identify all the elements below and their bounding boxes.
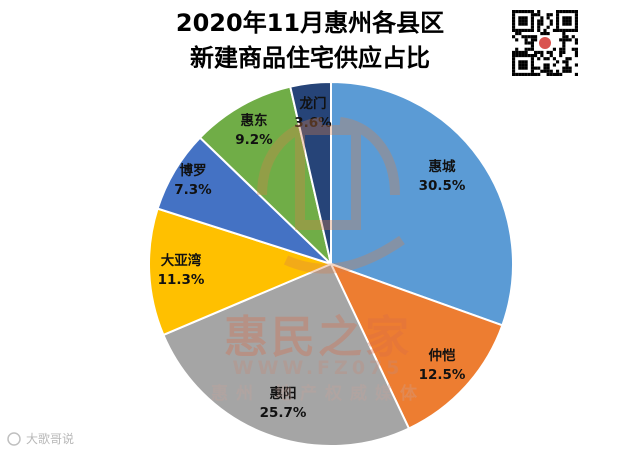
corner-logo-text: 大歌哥说 xyxy=(26,431,74,446)
watermark-building-icon xyxy=(257,117,405,274)
corner-logo-icon xyxy=(7,432,21,446)
slice-value-label: 30.5% xyxy=(419,178,466,194)
chart-title-line-1: 2020年11月惠州各县区 xyxy=(176,9,444,37)
pie-slice-6 xyxy=(198,85,333,268)
pie-slice-1 xyxy=(330,80,514,327)
pie-slice-2 xyxy=(329,262,504,430)
pie-slice-7 xyxy=(289,80,332,265)
slice-category-label: 大亚湾 xyxy=(161,252,202,269)
slice-category-label: 惠东 xyxy=(241,112,268,129)
slice-category-label: 龙门 xyxy=(299,95,327,112)
slice-category-label: 博罗 xyxy=(180,162,207,179)
chart-title-line-2: 新建商品住宅供应占比 xyxy=(190,44,430,72)
watermark-brand: 惠民之家 xyxy=(224,312,412,363)
slice-value-label: 12.5% xyxy=(419,367,466,383)
slice-value-label: 3.6% xyxy=(294,115,332,131)
corner-logo: 大歌哥说 xyxy=(7,431,74,446)
pie-slices xyxy=(148,80,514,447)
watermark: 惠民之家 WWW.FZ075 惠州 地产权威媒体 xyxy=(211,117,425,404)
watermark-tagline: 惠州 地产权威媒体 xyxy=(211,383,425,404)
watermark-url: WWW.FZ075 xyxy=(233,357,404,379)
slice-value-label: 9.2% xyxy=(235,132,273,148)
slice-value-label: 25.7% xyxy=(260,405,307,421)
pie-slice-4 xyxy=(148,207,334,337)
slice-value-label: 11.3% xyxy=(158,272,205,288)
slice-value-label: 7.3% xyxy=(174,182,212,198)
slice-category-label: 惠阳 xyxy=(270,385,297,402)
slice-category-label: 惠城 xyxy=(429,158,456,175)
qr-code-icon xyxy=(510,8,580,78)
slice-category-label: 仲恺 xyxy=(429,347,456,364)
